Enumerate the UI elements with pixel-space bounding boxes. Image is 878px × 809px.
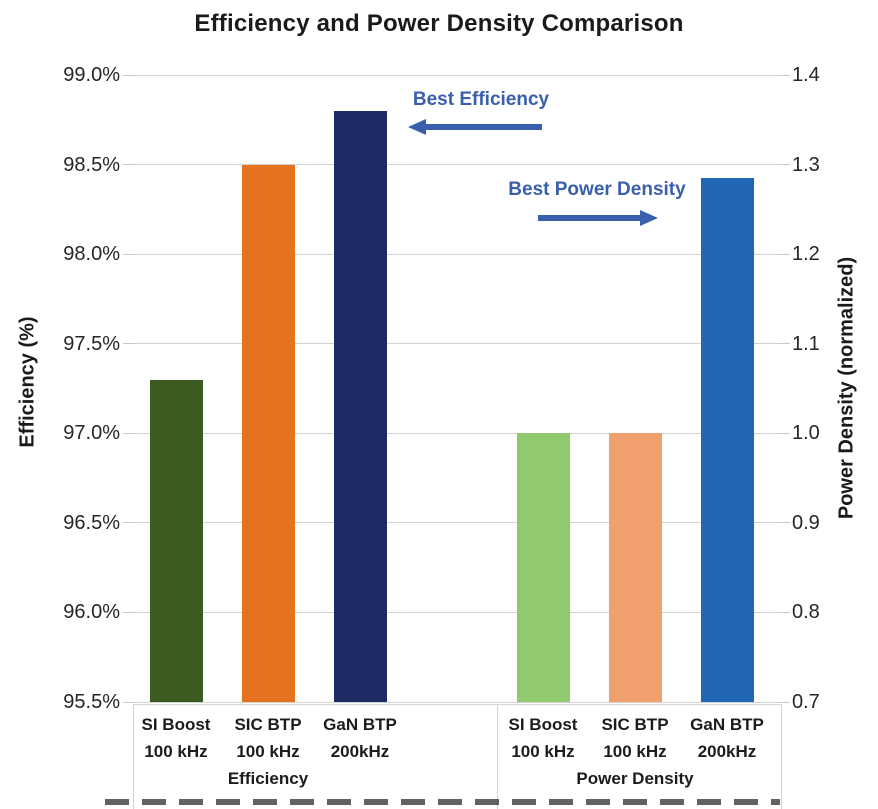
- bar-power-density-sic-btp: [608, 433, 662, 702]
- right-axis-tick: [780, 343, 790, 345]
- left-axis-tick-label: 98.0%: [63, 243, 120, 266]
- left-axis-tick-label: 95.5%: [63, 691, 120, 713]
- left-arrow-icon: [408, 119, 542, 135]
- cropped-caption-fragment: [105, 799, 780, 805]
- bar-efficiency-si-boost: [149, 379, 203, 702]
- right-arrow-shaft: [538, 215, 642, 221]
- left-arrow-shaft: [424, 124, 542, 130]
- left-axis-tick: [123, 253, 133, 255]
- right-axis-title: Power Density (normalized): [835, 256, 858, 520]
- left-axis-tick-label: 96.5%: [63, 511, 120, 534]
- right-axis-tick: [780, 164, 790, 166]
- group-label-power-density: Power Density: [576, 769, 694, 788]
- bar-efficiency-sic-btp: [241, 164, 295, 702]
- right-axis-tick: [780, 522, 790, 524]
- gridline: [133, 701, 780, 703]
- chart-title: Efficiency and Power Density Comparison: [194, 10, 684, 37]
- best-efficiency-annotation: Best Efficiency: [412, 89, 550, 110]
- left-axis-tick: [123, 611, 133, 613]
- gridline: [133, 343, 780, 345]
- category-label-si-boost: SI Boost 100 kHz: [508, 715, 578, 761]
- right-axis-tick: [780, 74, 790, 76]
- gridline: [133, 253, 780, 255]
- category-label-si-boost: SI Boost 100 kHz: [141, 715, 211, 761]
- best-power-density-annotation: Best Power Density: [508, 179, 686, 200]
- left-axis-tick: [123, 74, 133, 76]
- group-label-efficiency: Efficiency: [227, 769, 309, 788]
- category-label-gan-btp: GaN BTP 200kHz: [323, 715, 397, 761]
- right-axis-tick: [780, 701, 790, 703]
- left-axis-tick: [123, 522, 133, 524]
- right-axis-tick: [780, 611, 790, 613]
- left-arrow-head: [408, 119, 426, 135]
- gridline: [133, 432, 780, 434]
- right-arrow-head: [640, 210, 658, 226]
- left-axis-tick-label: 97.5%: [63, 332, 120, 355]
- right-axis-tick-label: 1.4: [792, 64, 820, 86]
- right-axis-tick-label: 0.8: [792, 601, 820, 624]
- right-axis-tick-label: 0.7: [792, 691, 820, 713]
- right-axis-tick: [780, 432, 790, 434]
- bar-power-density-si-boost: [516, 433, 570, 702]
- category-box-efficiency: [133, 704, 498, 809]
- right-axis-tick-label: 1.1: [792, 332, 820, 355]
- gridline: [133, 611, 780, 613]
- category-label-gan-btp: GaN BTP 200kHz: [690, 715, 764, 761]
- category-label-sic-btp: SIC BTP 100 kHz: [601, 715, 669, 761]
- left-axis-tick: [123, 701, 133, 703]
- gridline: [133, 164, 780, 166]
- right-axis-tick-label: 0.9: [792, 511, 820, 534]
- gridline: [133, 522, 780, 524]
- left-axis-title: Efficiency (%): [16, 316, 39, 448]
- right-arrow-icon: [538, 210, 658, 226]
- right-axis-tick-label: 1.3: [792, 153, 820, 176]
- category-label-sic-btp: SIC BTP 100 kHz: [234, 715, 302, 761]
- right-axis-tick-label: 1.2: [792, 243, 820, 266]
- left-axis-tick-label: 97.0%: [63, 422, 120, 445]
- right-axis-tick: [780, 253, 790, 255]
- bar-power-density-gan-btp: [700, 178, 754, 702]
- left-axis-tick: [123, 432, 133, 434]
- left-axis-tick-label: 98.5%: [63, 153, 120, 176]
- left-axis-tick: [123, 343, 133, 345]
- gridline: [133, 74, 780, 76]
- left-axis-tick: [123, 164, 133, 166]
- left-axis-tick-label: 96.0%: [63, 601, 120, 624]
- bar-efficiency-gan-btp: [333, 110, 387, 702]
- right-axis-tick-label: 1.0: [792, 422, 820, 445]
- left-axis-tick-label: 99.0%: [63, 64, 120, 86]
- category-box-power-density: [497, 704, 782, 809]
